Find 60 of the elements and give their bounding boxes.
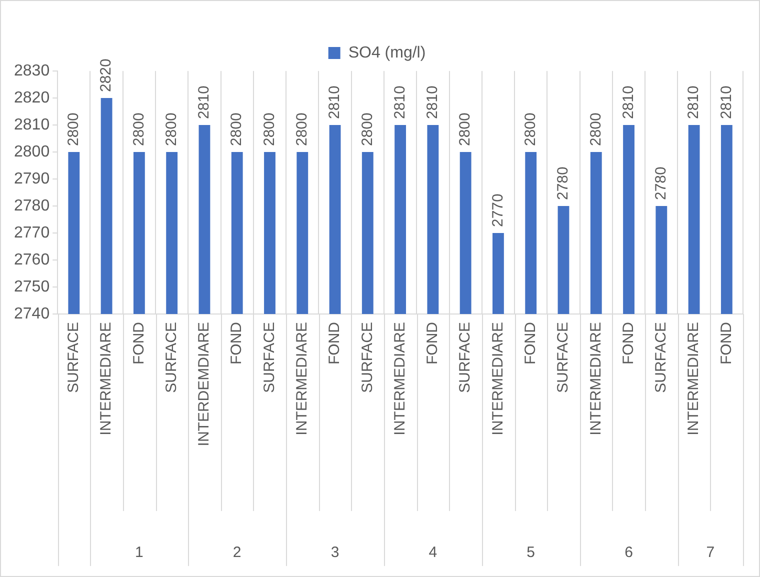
text: 3: [330, 544, 340, 562]
y-tick-label: 2770: [14, 224, 50, 242]
x-tick-label: SURFACE: [358, 322, 376, 393]
x-tick-label: INTERMEDIARE: [294, 322, 311, 436]
y-tick-label: 2760: [14, 251, 50, 268]
y-tick-label: 2830: [14, 62, 50, 80]
data-label: 2800: [456, 112, 474, 146]
x-tick-label: FOND: [620, 322, 637, 364]
x-tick-label: SURFACE: [652, 322, 670, 393]
data-label: 2810: [196, 86, 213, 119]
data-label: 2820: [98, 58, 115, 92]
x-tick-label: INTERMEDIARE: [98, 322, 115, 436]
data-label: 2780: [652, 166, 670, 200]
data-label: 2800: [358, 112, 376, 146]
x-tick-label: SURFACE: [554, 322, 572, 393]
x-tick-label: INTERDEMDIARE: [196, 322, 213, 446]
data-label: 2800: [522, 112, 539, 146]
x-tick-label: FOND: [522, 322, 539, 364]
x-tick-label: SURFACE: [162, 322, 180, 393]
data-label: 2810: [685, 86, 702, 119]
x-tick-label: FOND: [228, 322, 246, 364]
legend-label: SO4 (mg/l): [348, 44, 426, 62]
y-tick-label: 2800: [14, 143, 50, 160]
data-label: 2800: [294, 112, 311, 146]
text: 7: [706, 544, 715, 562]
y-tick-label: 2750: [14, 278, 50, 296]
data-label: 2810: [620, 86, 637, 119]
x-tick-label: FOND: [326, 322, 344, 364]
x-tick-label: SURFACE: [65, 322, 82, 393]
x-tick-label: INTERMEDIARE: [391, 322, 408, 436]
x-tick-label: FOND: [718, 322, 735, 364]
text: 5: [526, 544, 536, 562]
x-tick-label: INTERMEDIARE: [685, 322, 702, 436]
data-label: 2770: [489, 194, 506, 227]
data-label: 2800: [162, 112, 180, 146]
x-tick-label: SURFACE: [260, 322, 278, 393]
x-tick-label: FOND: [130, 322, 148, 364]
x-tick-label: INTERMEDIARE: [489, 322, 506, 436]
y-tick-label: 2790: [14, 170, 50, 188]
data-label: 2800: [130, 112, 148, 146]
data-label: 2810: [326, 86, 344, 119]
y-tick-label: 2820: [14, 89, 50, 106]
y-tick-label: 2810: [14, 116, 50, 134]
data-label: 2800: [65, 112, 82, 146]
x-tick-label: SURFACE: [456, 322, 474, 393]
text: 4: [428, 544, 438, 562]
data-label: 2810: [424, 86, 442, 119]
data-label: 2800: [260, 112, 278, 146]
data-label: 2810: [391, 86, 408, 119]
data-label: 2780: [554, 166, 572, 200]
text: 6: [624, 544, 633, 562]
y-tick-label: 2740: [14, 305, 50, 322]
y-tick-label: 2780: [14, 197, 50, 214]
x-tick-label: INTERMEDIARE: [587, 322, 604, 436]
text: 1: [135, 544, 144, 562]
data-label: 2800: [587, 112, 604, 146]
data-label: 2800: [228, 112, 246, 146]
text: 2: [232, 544, 242, 562]
x-tick-label: FOND: [424, 322, 442, 364]
data-label: 2810: [718, 86, 735, 119]
